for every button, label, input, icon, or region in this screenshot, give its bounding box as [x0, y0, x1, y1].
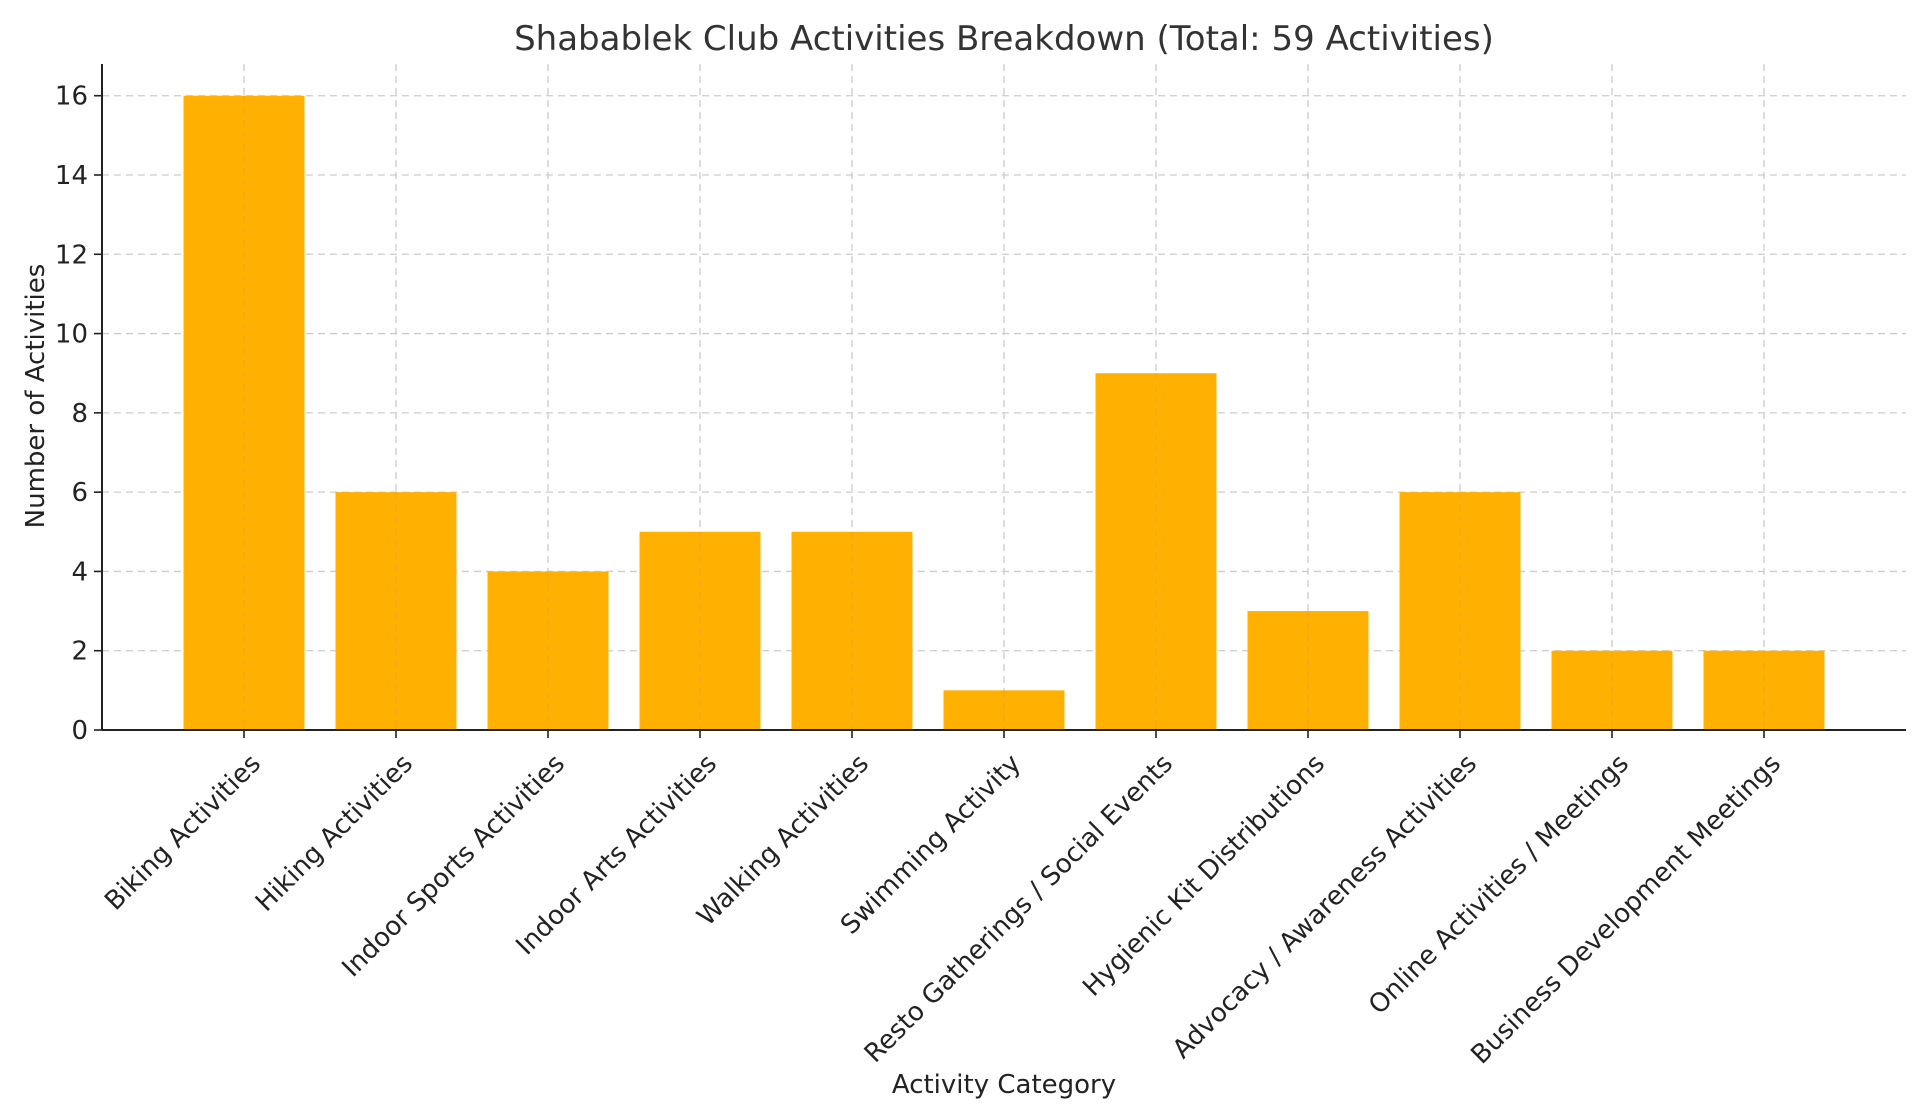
y-axis-label: Number of Activities: [21, 264, 51, 529]
y-tick-labels: 0 2 4 6 8 10 12 14 16: [55, 82, 88, 746]
y-tick-label: 6: [71, 478, 88, 508]
bars: [183, 95, 1825, 730]
y-tick-label: 0: [71, 716, 88, 746]
y-tick-label: 12: [55, 240, 88, 270]
y-tick-label: 8: [71, 399, 88, 429]
x-category-label: Hygienic Kit Distributions: [1077, 749, 1331, 1003]
chart-title: Shabablek Club Activities Breakdown (Tot…: [514, 19, 1494, 59]
y-tick-label: 4: [71, 557, 88, 587]
x-category-label: Biking Activities: [99, 749, 267, 917]
y-tick-label: 16: [55, 82, 88, 112]
bar: [1095, 373, 1217, 730]
x-category-label: Walking Activities: [692, 749, 875, 932]
bar: [335, 492, 457, 730]
x-category-label: Online Activities / Meetings: [1363, 749, 1635, 1021]
y-tick-label: 10: [55, 320, 88, 350]
x-category-label: Hiking Activities: [250, 749, 419, 918]
x-axis-label: Activity Category: [892, 1070, 1116, 1100]
x-category-label: Advocacy / Awareness Activities: [1167, 749, 1483, 1065]
y-tick-label: 2: [71, 637, 88, 667]
y-tick-label: 14: [55, 161, 88, 191]
x-category-label: Business Development Meetings: [1466, 749, 1787, 1070]
axes: [94, 64, 1906, 738]
x-category-label: Resto Gatherings / Social Events: [859, 749, 1179, 1069]
bar: [1399, 492, 1521, 730]
